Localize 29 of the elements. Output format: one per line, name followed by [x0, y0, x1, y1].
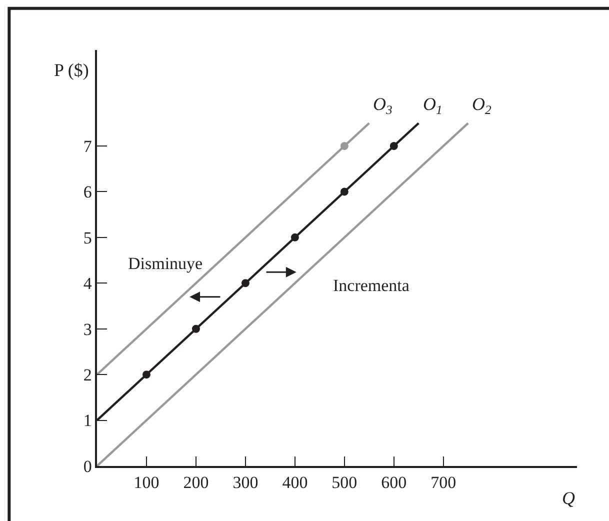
- x-tick-label: 100: [134, 473, 160, 492]
- point: [340, 142, 348, 150]
- x-axis-title: Q: [562, 488, 575, 508]
- annotation: Disminuye: [128, 254, 203, 273]
- point: [340, 188, 348, 196]
- y-tick-label: 2: [83, 366, 92, 385]
- x-tick-label: 700: [430, 473, 456, 492]
- y-axis-title: P ($): [54, 60, 89, 80]
- series-label: O$_{2}$: [472, 94, 492, 117]
- x-tick-label: 300: [232, 473, 258, 492]
- point: [390, 142, 398, 150]
- x-tick-label: 200: [183, 473, 209, 492]
- y-tick-label: 0: [83, 456, 92, 476]
- y-tick-label: 7: [83, 136, 92, 156]
- point: [290, 233, 299, 242]
- x-tick-label: 600: [381, 473, 407, 492]
- series-label: O$_{1}$: [423, 94, 442, 117]
- point: [142, 370, 150, 379]
- annotation: Incrementa: [333, 276, 410, 295]
- point: [192, 324, 200, 333]
- y-tick-label: 3: [83, 320, 92, 339]
- y-tick-label: 4: [83, 274, 92, 294]
- y-tick-label: 6: [83, 182, 92, 202]
- point: [241, 279, 250, 288]
- y-tick-label: 5: [83, 228, 92, 248]
- x-tick-label: 500: [332, 473, 358, 492]
- series-label: O$_{3}$: [373, 94, 392, 117]
- x-tick-label: 400: [282, 473, 308, 492]
- y-tick-label: 1: [83, 411, 92, 430]
